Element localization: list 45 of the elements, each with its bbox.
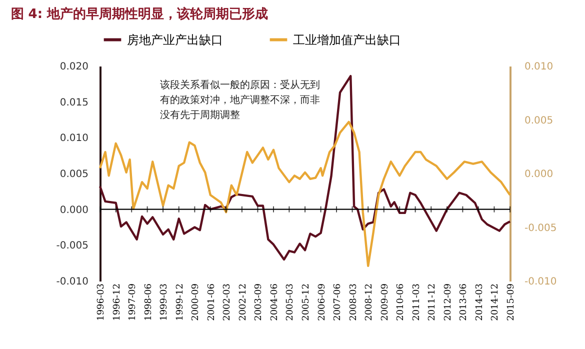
x-tick-label: 2002-03 (222, 283, 233, 321)
y-tick-label: 0.000 (60, 204, 88, 216)
y-tick-label: -0.010 (56, 276, 88, 288)
x-tick-label: 2005-03 (286, 283, 296, 321)
x-tick-label: 2013-06 (459, 283, 470, 321)
x-tick-label: 2000-09 (191, 283, 202, 321)
x-tick-label: 2011-03 (412, 283, 422, 321)
y-tick-label: 0.010 (60, 133, 88, 144)
x-tick-label: 2010-06 (396, 283, 406, 321)
line-series (98, 120, 512, 268)
x-tick-label: 2008-12 (364, 284, 375, 321)
y-tick-label: 0.020 (60, 62, 88, 72)
x-tick-label: 2011-12 (428, 284, 438, 321)
legend-label: 工业增加值产出缺口 (293, 32, 401, 47)
y2-tick-label: 0.010 (524, 62, 554, 72)
legend-label: 房地产业产出缺口 (127, 32, 223, 47)
x-tick-label: 1996-12 (112, 284, 122, 321)
annotation: 该段关系看似一般的原因：受从无到有的政策对冲，地产调整不深，而非没有先于周期调整 (160, 79, 320, 121)
x-tick-label: 2005-12 (302, 284, 312, 321)
x-tick-label: 2012-09 (443, 283, 454, 321)
x-tick-label: 2014-03 (474, 283, 485, 321)
x-tick-label: 2014-12 (490, 284, 501, 321)
y2-tick-label: 0.005 (524, 115, 554, 126)
y-tick-label: 0.015 (60, 97, 88, 108)
x-tick-label: 2015-09 (506, 283, 516, 321)
x-tick-label: 2008-03 (348, 283, 359, 321)
y2-tick-label: -0.010 (524, 276, 557, 288)
chart-title: 图 4: 地产的早周期性明显，该轮周期已形成 (10, 6, 268, 22)
x-tick-label: 1999-12 (175, 284, 186, 321)
x-tick-label: 2009-09 (380, 283, 390, 321)
x-tick-label: 1998-06 (144, 283, 154, 321)
x-tick-label: 2003-09 (254, 283, 264, 321)
x-tick-label: 2001-06 (206, 283, 217, 321)
y-tick-label: -0.005 (56, 240, 88, 252)
x-tick-label: 2002-12 (238, 284, 248, 321)
x-tick-label: 1997-09 (128, 283, 138, 321)
line-series (98, 74, 512, 261)
y2-tick-label: -0.005 (524, 222, 557, 234)
x-tick-label: 1999-03 (160, 283, 170, 321)
x-tick-label: 1996-03 (96, 283, 106, 321)
x-tick-label: 2004-06 (270, 283, 280, 321)
x-tick-label: 2007-06 (333, 283, 344, 321)
y2-tick-label: 0.000 (524, 169, 554, 180)
x-tick-label: 2006-09 (317, 283, 328, 321)
y-tick-label: 0.005 (60, 169, 88, 180)
